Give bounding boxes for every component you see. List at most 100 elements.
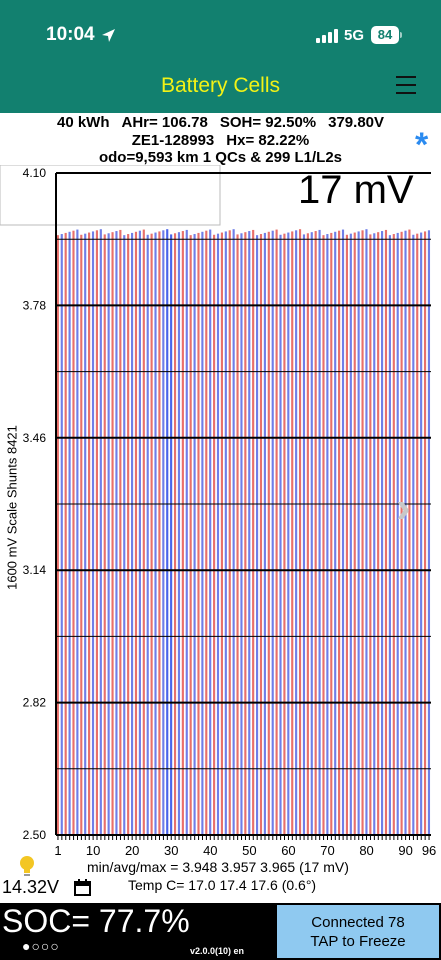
cell-bar [377, 232, 380, 836]
cell-bar [298, 229, 302, 835]
cell-bar [295, 230, 298, 836]
cell-bar [193, 234, 196, 835]
cell-bar [361, 230, 364, 836]
cell-bar [173, 233, 177, 835]
cell-bar [170, 234, 173, 835]
cell-bar [119, 229, 122, 835]
location-arrow-icon [102, 29, 115, 42]
cell-bar [341, 229, 345, 835]
cell-bar [72, 230, 75, 835]
vehicle-model: ZE1-128993 [131, 132, 215, 149]
cell-bar [388, 235, 391, 835]
cell-bar [244, 232, 247, 836]
cell-bar [228, 230, 231, 836]
x-tick-label: 90 [398, 843, 412, 858]
temperature-text: Temp C= 17.0 17.4 17.6 (0.6°) [128, 877, 317, 893]
cell-bar [256, 235, 259, 835]
cell-bar [365, 229, 368, 835]
x-tick-label: 40 [203, 843, 217, 858]
cell-bar [373, 233, 376, 835]
cell-bar [259, 234, 263, 835]
cell-bar [166, 229, 169, 835]
grid-layer [0, 165, 431, 836]
cell-bar [318, 229, 321, 835]
pack-summary-line: 40 kWh AHr= 106.78 SOH= 92.50% 379.80V [0, 114, 441, 131]
cell-bar [154, 232, 157, 835]
cell-bar [224, 231, 227, 836]
pack-voltage: 379.80V [328, 114, 385, 131]
chevron-right-icon[interactable]: › [396, 483, 411, 532]
cell-bar [76, 229, 79, 835]
cell-bar [287, 232, 290, 835]
cell-bar [291, 231, 294, 836]
cell-bar [111, 232, 114, 836]
cell-bar [240, 233, 243, 835]
bars-layer [56, 229, 431, 836]
status-time: 10:04 [46, 24, 95, 45]
cell-bar [158, 231, 161, 836]
calendar-icon[interactable] [74, 879, 91, 896]
cell-bar [408, 229, 411, 835]
cell-bar [220, 232, 223, 835]
x-tick-label: 80 [359, 843, 373, 858]
vehicle-id-line: ZE1-128993 Hx= 82.22% [0, 132, 441, 149]
x-tick-label: 10 [86, 843, 100, 858]
battery-icon [400, 32, 402, 38]
app-version: v2.0.0(10) en [190, 946, 245, 956]
page-indicator-dots[interactable]: ●○○○ [22, 938, 60, 954]
x-tick-label: 96 [422, 843, 436, 858]
pack-kwh: 40 kWh [56, 114, 110, 131]
battery-level-badge: 84 [371, 26, 399, 44]
y-tick-layer: 4.10 3.78 3.46 3.14 2.82 2.50 [23, 166, 47, 842]
voltage-delta-readout: 17 mV [298, 168, 414, 212]
freeze-instruction: TAP to Freeze [310, 933, 406, 950]
cell-bar [127, 234, 130, 835]
cell-bar [330, 232, 333, 835]
pack-hx: Hx= 82.22% [226, 132, 310, 149]
menu-icon[interactable] [396, 70, 416, 96]
cell-bar [427, 230, 431, 836]
x-tick-label: 70 [320, 843, 334, 858]
cell-bar [146, 234, 149, 835]
cell-bar [64, 232, 67, 835]
cell-bar [91, 231, 95, 836]
cell-bar [197, 232, 200, 835]
cell-bar [189, 235, 192, 835]
connect-freeze-button[interactable]: Connected 78 TAP to Freeze [277, 905, 439, 958]
cell-bar [326, 234, 329, 835]
cell-bar [177, 232, 181, 836]
y-tick-label: 4.10 [23, 166, 47, 180]
cell-bar [248, 231, 251, 836]
cell-bar [213, 234, 216, 835]
aux-battery-voltage: 14.32V [2, 877, 60, 897]
cell-bar [142, 229, 145, 835]
cell-bar [209, 229, 212, 835]
lightbulb-icon[interactable] [18, 855, 36, 879]
cell-bar [107, 233, 110, 835]
cell-bar [353, 232, 356, 835]
cell-bar [306, 233, 309, 835]
cell-bar [400, 231, 403, 835]
cell-bar [263, 232, 266, 835]
cell-voltage-chart[interactable]: 4.10 3.78 3.46 3.14 2.82 2.50 1 10 20 30 40 50 60 70… [0, 165, 441, 865]
cell-bar [420, 232, 423, 835]
star-icon[interactable]: * [415, 126, 429, 164]
cell-bar [357, 231, 360, 836]
y-tick-label: 3.14 [23, 563, 47, 577]
cell-bar [271, 230, 274, 835]
cell-bar [275, 229, 278, 835]
cell-bar [381, 231, 384, 836]
x-tick-label: 50 [242, 843, 256, 858]
cell-bar [162, 230, 165, 836]
cell-bar [123, 235, 126, 835]
cell-bar [181, 231, 184, 836]
cell-bar [416, 233, 419, 835]
connection-status: Connected 78 [311, 914, 405, 931]
y-tick-label: 3.78 [23, 298, 47, 312]
cell-bar [232, 229, 235, 835]
min-avg-max-text: min/avg/max = 3.948 3.957 3.965 (17 mV) [87, 859, 349, 875]
legend-box [0, 165, 221, 226]
cell-bar [412, 234, 415, 835]
cell-bar [349, 233, 352, 835]
y-axis-label: 1600 mV Scale Shunts 8421 [4, 425, 20, 590]
